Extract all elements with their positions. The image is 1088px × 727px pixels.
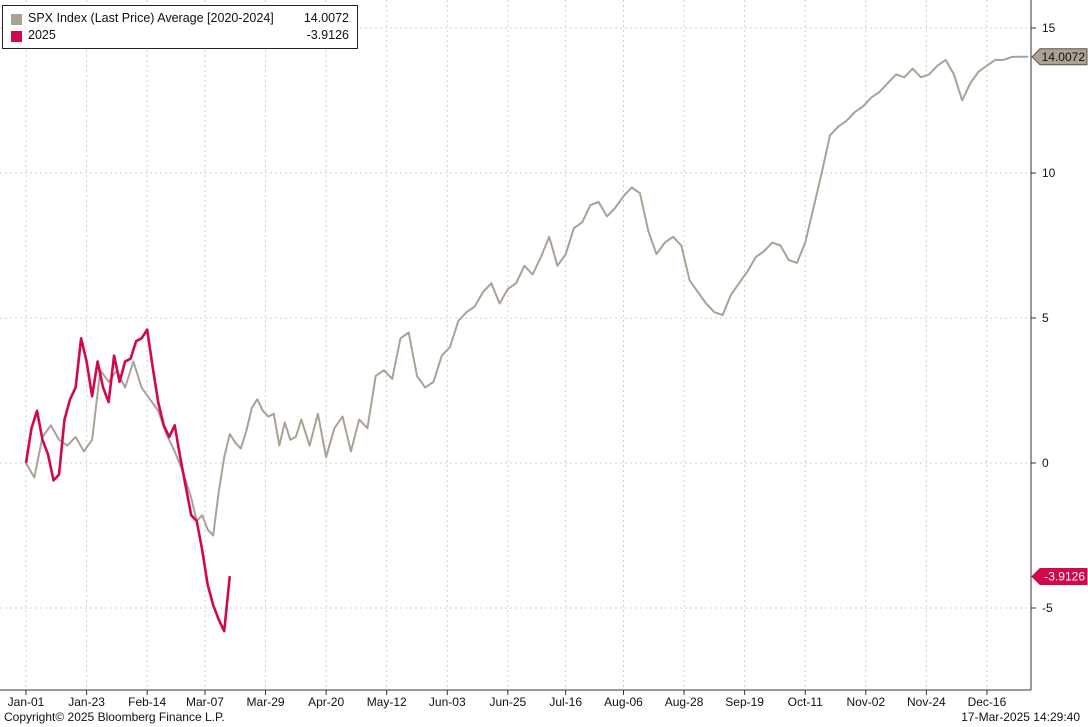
- axes: 15 10 5 0 -5 Jan-01 Jan-23 Feb-14 Mar-07 Mar-29 Ap…: [0, 0, 1056, 709]
- x-tick-label: Nov-02: [846, 695, 885, 709]
- x-tick-label: Aug-28: [665, 695, 704, 709]
- value-tags: 14.0072 -3.9126: [1031, 48, 1088, 585]
- y-tick-label: 0: [1042, 456, 1049, 470]
- x-tick-label: Jan-01: [8, 695, 45, 709]
- legend-swatch-2025: [11, 31, 22, 42]
- x-tick-label: Mar-07: [186, 695, 224, 709]
- x-tick-label: Jul-16: [549, 695, 582, 709]
- y-tick-label: 5: [1042, 311, 1049, 325]
- value-tag-label-2025: -3.9126: [1044, 569, 1085, 583]
- y-tick-label: -5: [1042, 601, 1053, 615]
- x-tick-label: Dec-16: [968, 695, 1007, 709]
- legend-value-average: 14.0072: [303, 11, 349, 25]
- legend: SPX Index (Last Price) Average [2020-202…: [2, 5, 358, 49]
- series-line-2025: [24, 328, 232, 633]
- x-tick-label: May-12: [367, 695, 407, 709]
- y-tick-label: 10: [1042, 166, 1056, 180]
- y-tick-label: 15: [1042, 21, 1056, 35]
- legend-value-2025: -3.9126: [306, 28, 349, 42]
- legend-label-average: SPX Index (Last Price) Average [2020-202…: [28, 11, 274, 25]
- x-tick-label: Aug-06: [604, 695, 643, 709]
- x-tick-label: Nov-24: [907, 695, 946, 709]
- value-tag-2025: [1031, 567, 1088, 585]
- copyright-text: Copyright© 2025 Bloomberg Finance L.P.: [4, 710, 225, 724]
- timestamp-text: 17-Mar-2025 14:29:40: [961, 710, 1080, 724]
- value-tag-label-average: 14.0072: [1042, 50, 1086, 64]
- x-tick-label: Sep-19: [725, 695, 764, 709]
- x-tick-label: Jun-03: [429, 695, 466, 709]
- legend-item-2025: 2025 -3.9126: [11, 28, 349, 46]
- x-tick-label: Jun-25: [489, 695, 526, 709]
- series-lines: [24, 55, 1029, 633]
- x-tick-label: Jan-23: [68, 695, 105, 709]
- x-tick-label: Apr-20: [308, 695, 344, 709]
- legend-label-2025: 2025: [28, 28, 56, 42]
- x-tick-label: Feb-14: [128, 695, 166, 709]
- x-tick-label: Mar-29: [247, 695, 285, 709]
- value-tag-average: [1031, 48, 1088, 66]
- grid-lines: [0, 0, 1031, 690]
- series-line-average: [25, 55, 1029, 537]
- x-tick-label: Oct-11: [788, 695, 823, 709]
- legend-item-average: SPX Index (Last Price) Average [2020-202…: [11, 11, 349, 29]
- legend-swatch-average: [11, 14, 22, 25]
